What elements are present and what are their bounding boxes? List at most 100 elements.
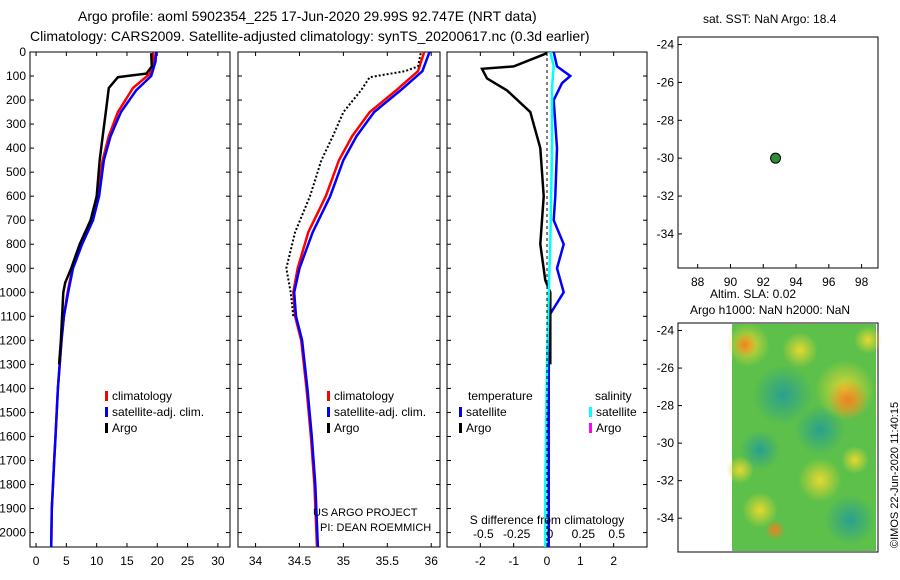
x-tick-label: 25 [181,554,195,568]
argo-location-marker [770,152,782,164]
y-tick-label: 1400 [0,381,26,395]
x-tick-label: 34.5 [288,554,312,568]
diff-top-tick-label: -0.5 [473,527,494,541]
y-tick-label: 0 [19,45,26,59]
legend-title-temperature: temperature [468,389,533,403]
diff-top-tick-label: -0.25 [503,527,531,541]
series-argo [285,52,422,317]
series-climatology [292,51,426,548]
legend-swatch [105,391,108,401]
y-tick-label: -24 [657,324,675,338]
y-tick-label: -24 [657,38,675,52]
y-tick-label: -26 [657,75,675,89]
x-tick-label: 94 [789,275,803,289]
legend-label: Argo [596,421,622,435]
x-tick-label: 15 [120,554,134,568]
y-tick-label: -26 [657,361,675,375]
x-tick-label: 88 [691,275,705,289]
diff-top-tick-label: 0.5 [608,527,625,541]
y-tick-label: 1700 [0,453,26,467]
series-temperature-satellite [547,51,573,547]
legend-title-salinity: salinity [595,389,632,403]
legend-swatch [459,423,462,433]
title-line-2: Climatology: CARS2009. Satellite-adjuste… [30,28,590,44]
y-tick-label: -30 [657,436,675,450]
y-tick-label: -30 [657,151,675,165]
heatmap-cell [753,365,813,425]
series-satellite-adj-clim- [49,51,158,548]
heatmap-cell [828,380,868,420]
heatmap-cell [733,333,757,357]
legend-swatch [459,407,462,417]
y-tick-label: 300 [6,117,26,131]
legend-swatch [327,423,330,433]
y-tick-label: -34 [657,227,675,241]
y-tick-label: 1300 [0,357,26,371]
h-label: Argo h1000: NaN h2000: NaN [690,303,851,317]
y-tick-label: -28 [657,113,675,127]
x-tick-label: 35.5 [376,554,400,568]
x-tick-label: 36 [425,554,439,568]
legend-label: Argo [112,421,138,435]
legend-swatch [589,407,592,417]
x-tick-label: 5 [63,554,70,568]
x-tick-label: -1 [508,554,519,568]
y-tick-label: 200 [6,93,26,107]
heatmap-cell [854,326,882,354]
heatmap-cell [825,495,875,545]
diff-xlabel: S difference from climatology [470,513,625,527]
y-tick-label: 1900 [0,502,26,516]
y-tick-label: 1800 [0,478,26,492]
x-tick-label: 20 [151,554,165,568]
legend-label: satellite-adj. clim. [112,405,204,419]
sla-label: Altim. SLA: 0.02 [710,287,797,301]
x-tick-label: 0 [33,554,40,568]
legend-swatch [105,407,108,417]
y-tick-label: -34 [657,511,675,525]
legend-label: satellite-adj. clim. [334,405,426,419]
y-tick-label: 700 [6,213,26,227]
salinity-panel: 34 34.5 35 35.5 36 climatology satellite-adj. … [237,51,441,568]
y-tick-label: 2000 [0,526,26,540]
g-sal-frame [237,51,441,548]
y-tick-label: 900 [6,261,26,275]
heatmap-cell [798,458,842,502]
x-tick-label: 1 [577,554,584,568]
y-tick-label: 500 [6,165,26,179]
heatmap-cell [740,430,780,470]
title-line-1: Argo profile: aoml 5902354_225 17-Jun-20… [78,8,537,24]
map1-frame [677,36,879,269]
difference-panel: -2 -1 0 1 2 temperature satellite Argo salinity s… [446,51,648,568]
x-tick-label: 92 [757,275,771,289]
project-label: US ARGO PROJECT [313,507,418,519]
y-tick-label: 100 [6,69,26,83]
x-tick-label: 96 [822,275,836,289]
x-tick-label: 2 [610,554,617,568]
legend-swatch [589,423,592,433]
x-tick-label: 90 [724,275,738,289]
y-tick-label: 1200 [0,333,26,347]
heatmap-cell [726,456,754,484]
legend-swatch [327,407,330,417]
temperature-panel: 0100200300400500600700800900100011001200… [0,45,231,568]
legend-label: satellite [596,405,637,419]
y-tick-label: 1600 [0,429,26,443]
g-temp-frame [29,51,231,548]
y-tick-label: 1000 [0,285,26,299]
y-tick-label: 400 [6,141,26,155]
sla-map-panel: -24 -26 -28 -30 -32 -34 [657,322,882,553]
x-tick-label: 34 [249,554,263,568]
legend-swatch [105,423,108,433]
x-tick-label: 30 [211,554,225,568]
pi-label: PI: DEAN ROEMMICH [320,522,431,534]
y-tick-label: -28 [657,399,675,413]
diff-top-tick-label: 0.25 [572,527,596,541]
legend-label: climatology [112,389,172,403]
legend-label: climatology [334,389,394,403]
legend-label: Argo [334,421,360,435]
series-satellite-adj-clim- [292,51,431,548]
x-tick-label: 98 [855,275,869,289]
y-tick-label: 600 [6,189,26,203]
x-tick-label: 35 [337,554,351,568]
